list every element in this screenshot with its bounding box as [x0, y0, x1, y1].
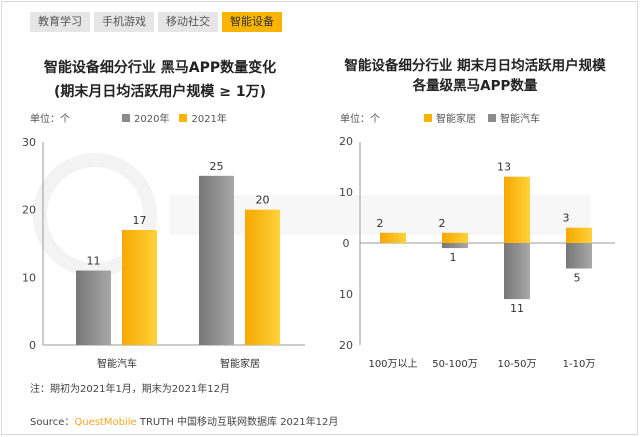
right-y-tick: 20 — [339, 135, 353, 148]
bar-value-label: 25 — [210, 160, 224, 173]
right-x-label: 50-100万 — [432, 359, 477, 370]
category-tabs: 教育学习 手机游戏 移动社交 智能设备 — [30, 12, 282, 32]
bar-home-50-100万 — [442, 232, 468, 243]
left-y-tick: 20 — [22, 204, 36, 217]
bar-home-100万以上 — [380, 232, 406, 243]
source-brand: QuestMobile — [74, 417, 137, 428]
watermark-ring — [33, 153, 157, 277]
footnote: 注：期初为2021年1月，期末为2021年12月 — [30, 384, 230, 395]
bar-2021年-智能家居 — [245, 209, 280, 345]
left-y-tick: 0 — [29, 339, 36, 352]
right-x-label: 10-50万 — [497, 359, 536, 370]
right-y-tick: 20 — [339, 339, 353, 352]
bar-2021年-智能汽车 — [122, 229, 157, 345]
bar-value-label: 11 — [87, 255, 101, 268]
bar-home-1-10万 — [566, 227, 592, 243]
left-y-tick: 30 — [22, 136, 36, 149]
tab-education[interactable]: 教育学习 — [30, 12, 90, 32]
legend-2020: 2020年 — [134, 114, 170, 125]
bar-car-10-50万 — [504, 243, 530, 300]
bar-2020年-智能家居 — [199, 175, 234, 345]
right-x-label: 100万以上 — [368, 358, 417, 370]
right-legend: 智能家居 智能汽车 — [424, 110, 540, 125]
right-title-line1: 智能设备细分行业 期末月日均活跃用户规模 — [344, 58, 606, 74]
right-x-label: 1-10万 — [563, 359, 596, 370]
bar-value-label: 1 — [450, 251, 457, 264]
left-unit: 单位：个 — [30, 114, 70, 125]
source-label: Source： — [30, 417, 75, 428]
legend-swatch-home — [424, 113, 432, 122]
legend-swatch-2021 — [179, 113, 188, 122]
bar-value-label: 2 — [439, 217, 446, 230]
bar-value-label: 11 — [510, 302, 524, 315]
tab-smart-devices[interactable]: 智能设备 — [222, 12, 282, 32]
left-chart-title: 智能设备细分行业 黑马APP数量变化 (期末月日均活跃用户规模 ≥ 1万) — [10, 56, 310, 104]
tab-social[interactable]: 移动社交 — [158, 12, 218, 32]
left-title-line2: (期末月日均活跃用户规模 ≥ 1万) — [53, 84, 267, 100]
bar-car-1-10万 — [566, 243, 592, 269]
legend-2021: 2021年 — [191, 114, 227, 125]
bar-value-label: 20 — [256, 194, 270, 207]
bar-2020年-智能汽车 — [76, 270, 111, 345]
left-x-label: 智能汽车 — [97, 357, 137, 370]
left-x-label: 智能家居 — [220, 357, 260, 370]
right-y-tick: 10 — [339, 288, 353, 301]
legend-home: 智能家居 — [436, 114, 476, 125]
legend-swatch-car — [488, 113, 496, 122]
bar-home-10-50万 — [504, 176, 530, 243]
legend-swatch-2020 — [122, 113, 130, 122]
right-unit: 单位：个 — [340, 114, 380, 125]
bar-car-50-100万 — [442, 243, 468, 249]
left-title-line1: 智能设备细分行业 黑马APP数量变化 — [43, 60, 277, 76]
bar-value-label: 2 — [377, 217, 384, 230]
bar-value-label: 3 — [563, 212, 570, 225]
bar-value-label: 5 — [574, 272, 581, 285]
source-line: Source：QuestMobile TRUTH 中国移动互联网数据库 2021… — [30, 413, 338, 428]
left-y-tick: 10 — [22, 271, 36, 284]
right-y-tick: 10 — [339, 186, 353, 199]
left-legend: 2020年 2021年 — [122, 110, 227, 125]
right-chart-title: 智能设备细分行业 期末月日均活跃用户规模 各量级黑马APP数量 — [320, 56, 630, 96]
bar-value-label: 17 — [133, 214, 147, 227]
tab-mobile-games[interactable]: 手机游戏 — [94, 12, 154, 32]
source-rest: TRUTH 中国移动互联网数据库 2021年12月 — [136, 417, 339, 428]
right-y-tick: 0 — [343, 237, 350, 250]
right-title-line2: 各量级黑马APP数量 — [412, 78, 538, 94]
legend-car: 智能汽车 — [500, 114, 540, 125]
bar-value-label: 13 — [497, 161, 511, 174]
